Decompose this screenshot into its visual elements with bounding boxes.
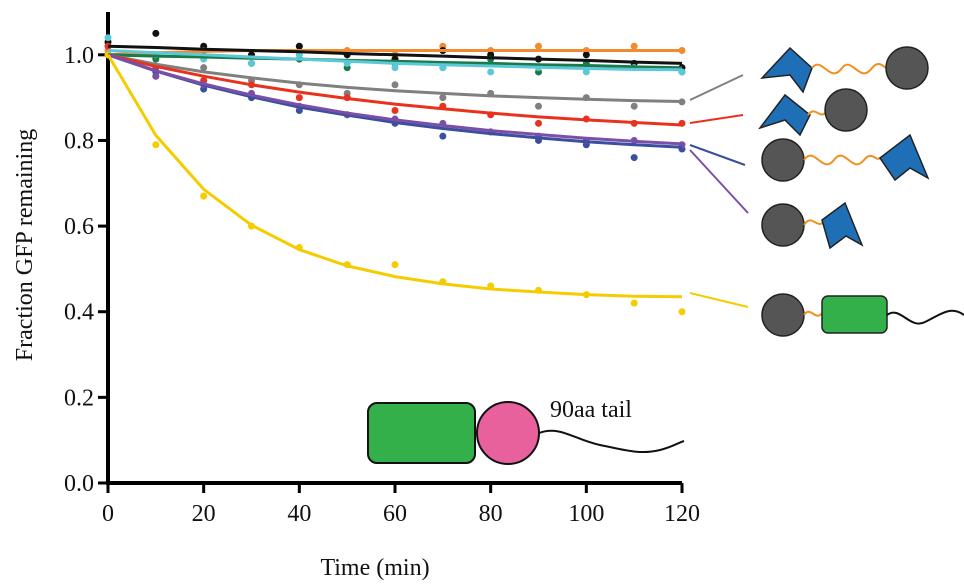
data-point	[295, 94, 303, 102]
y-axis-label: Fraction GFP remaining	[12, 129, 38, 361]
x-tick-label: 0	[102, 501, 114, 527]
data-point	[535, 102, 542, 110]
x-tick-label: 100	[568, 501, 604, 527]
construct-icon	[367, 401, 685, 465]
y-tick-label: 1.0	[64, 43, 94, 69]
x-tick-label: 120	[664, 501, 700, 527]
data-point	[104, 34, 112, 42]
data-point	[439, 132, 447, 140]
fit-line	[107, 53, 683, 127]
data-point	[104, 42, 112, 50]
data-point	[391, 64, 399, 72]
x-tick-label: 80	[479, 501, 503, 527]
data-point	[391, 81, 399, 89]
y-tick-label: 0.2	[64, 385, 94, 411]
data-point	[200, 192, 208, 200]
fit-line	[107, 49, 682, 57]
leader-lines	[689, 74, 749, 308]
data-point	[582, 51, 590, 59]
data-point	[152, 29, 160, 37]
y-tick-label: 0.4	[64, 300, 94, 326]
data-point	[630, 42, 638, 50]
data-point	[487, 68, 495, 76]
data-point	[248, 59, 255, 67]
x-tick-label: 20	[192, 501, 216, 527]
data-point	[391, 106, 399, 114]
x-tick-label: 60	[383, 501, 407, 527]
data-point	[678, 308, 686, 316]
data-point	[630, 299, 638, 307]
data-point	[439, 94, 447, 102]
fit-line	[107, 44, 683, 65]
data-point	[582, 68, 590, 76]
data-point	[630, 102, 638, 110]
y-tick-label: 0.8	[64, 128, 94, 154]
fit-line	[107, 53, 683, 103]
fit-line	[107, 53, 683, 146]
data-point	[535, 119, 542, 127]
data-point	[200, 64, 208, 72]
construct-icons	[757, 46, 964, 337]
data-point	[152, 72, 160, 80]
data-point	[152, 141, 160, 149]
fit-line	[107, 49, 683, 72]
fit-line	[106, 54, 683, 299]
data-point	[391, 261, 399, 269]
annotation: 90aa tail	[550, 397, 632, 423]
x-tick-label: 40	[287, 501, 311, 527]
y-tick-label: 0.6	[64, 214, 94, 240]
x-axis-label: Time (min)	[320, 555, 429, 581]
fit-line	[107, 53, 683, 70]
data-point	[535, 42, 542, 50]
data-point	[630, 154, 638, 162]
y-tick-label: 0.0	[64, 471, 94, 497]
data-point	[295, 42, 303, 50]
